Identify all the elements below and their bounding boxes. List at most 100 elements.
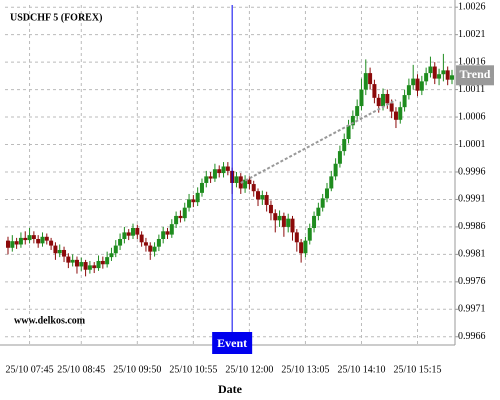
candle-body	[14, 241, 19, 245]
candle-body	[337, 151, 342, 164]
candle-body	[286, 218, 291, 227]
candle-body	[424, 73, 429, 82]
candle-body	[18, 237, 23, 245]
candle-body	[419, 81, 424, 91]
candle-body	[10, 241, 15, 248]
candle-body	[182, 207, 187, 219]
candle-body	[178, 215, 183, 219]
candle-body	[359, 89, 364, 107]
candle-body	[135, 228, 140, 235]
candle-body	[385, 93, 390, 104]
candle-body	[92, 265, 97, 269]
candle-body	[27, 235, 32, 241]
candle-body	[148, 245, 153, 252]
candle-body	[191, 199, 196, 203]
candle-body	[381, 93, 386, 107]
candle-body	[53, 245, 58, 254]
y-tick-label: 0.9986	[458, 221, 486, 232]
candle-body	[303, 240, 308, 254]
candle-body	[324, 188, 329, 199]
candle-body	[281, 215, 286, 227]
x-tick-label: 25/10 08:45	[57, 364, 105, 375]
candle-body	[312, 215, 317, 229]
candle-body	[57, 249, 62, 254]
candle-body	[411, 78, 416, 86]
event-label: Event	[217, 336, 247, 350]
candle-body	[406, 85, 411, 96]
candle-body	[450, 75, 454, 80]
candle-body	[290, 218, 295, 233]
candle-body	[247, 179, 252, 185]
plot	[6, 53, 454, 277]
candle-body	[143, 242, 148, 246]
candle-body	[156, 238, 161, 247]
candle-body	[316, 207, 321, 216]
candle-body	[31, 235, 36, 239]
candle-body	[268, 204, 273, 214]
candle-body	[398, 107, 403, 120]
y-tick-label: 1.0011	[458, 84, 485, 95]
grid	[5, 5, 455, 345]
candle-body	[329, 176, 334, 189]
candle-body	[402, 95, 407, 108]
candle-body	[415, 78, 420, 91]
candle-body	[105, 257, 110, 265]
y-tick-label: 0.9996	[458, 166, 486, 177]
candle-body	[122, 232, 127, 239]
candle-body	[432, 66, 437, 79]
candle-body	[273, 213, 278, 221]
candle-body	[342, 139, 347, 152]
candle-body	[165, 231, 170, 235]
candle-body	[40, 236, 45, 244]
candle-body	[389, 103, 394, 112]
candle-body	[225, 166, 230, 171]
x-tick-label: 25/10 09:50	[113, 364, 161, 375]
candle-body	[372, 84, 377, 98]
candle-body	[187, 199, 192, 208]
candle-body	[23, 237, 28, 241]
candle-body	[376, 97, 381, 107]
candle-body	[368, 73, 373, 85]
x-tick-label: 25/10 12:00	[225, 364, 273, 375]
candle-body	[294, 232, 299, 243]
candle-body	[260, 195, 265, 200]
candle-body	[204, 176, 209, 183]
candle-body	[277, 215, 282, 221]
y-tick-label: 0.9976	[458, 276, 486, 287]
y-tick-label: 1.0026	[458, 1, 486, 12]
y-tick-label: 1.0021	[458, 29, 486, 40]
candle-body	[195, 192, 200, 203]
candle-body	[6, 240, 10, 248]
candle-body	[113, 245, 118, 254]
y-tick-label: 1.0006	[458, 111, 486, 122]
x-tick-label: 25/10 15:15	[393, 364, 441, 375]
y-tick-label: 0.9966	[458, 331, 486, 342]
candle-body	[83, 262, 88, 270]
candle-body	[74, 259, 79, 267]
x-tick-label: 25/10 14:10	[337, 364, 385, 375]
candle-body	[251, 184, 256, 192]
candle-body	[70, 259, 75, 263]
candle-body	[234, 176, 239, 183]
candle-body	[299, 242, 304, 254]
trend-label-box	[456, 65, 494, 86]
candle-body	[264, 195, 269, 205]
candle-body	[131, 228, 136, 236]
candle-body	[221, 166, 226, 174]
candle-body	[307, 228, 312, 241]
event-label-box	[212, 332, 253, 354]
candle-body	[445, 70, 450, 80]
candle-body	[174, 215, 179, 225]
candle-body	[320, 198, 325, 208]
candle-body	[212, 169, 217, 179]
candle-body	[152, 246, 157, 252]
x-tick-label: 25/10 07:45	[6, 364, 54, 375]
y-tick-label: 0.9971	[458, 304, 486, 315]
x-axis-title: Date	[218, 382, 243, 396]
candle-body	[118, 238, 123, 246]
candle-body	[66, 256, 71, 263]
candle-body	[437, 74, 442, 79]
candle-body	[169, 224, 174, 235]
candle-body	[100, 260, 105, 265]
